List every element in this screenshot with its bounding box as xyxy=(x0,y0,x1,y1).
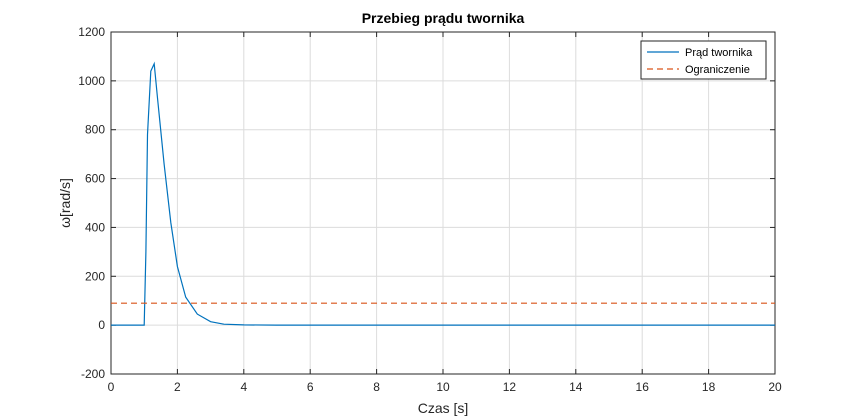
x-tick-label: 2 xyxy=(174,380,181,394)
series-line-prad-twornika xyxy=(111,61,775,326)
legend: Prąd twornika Ograniczenie xyxy=(640,40,767,80)
x-tick-label: 20 xyxy=(768,380,782,394)
y-tick-label: 800 xyxy=(85,123,105,137)
y-tick-label: -200 xyxy=(81,367,105,381)
axis-ticks: 0 2 4 6 8 10 12 14 16 18 20-2000200400600800100012… xyxy=(78,25,782,394)
y-axis-label: ω[rad/s] xyxy=(57,178,73,228)
y-tick-label: 400 xyxy=(85,220,105,234)
x-tick-label: 4 xyxy=(240,380,247,394)
y-tick-label: 1000 xyxy=(78,74,105,88)
x-tick-label: 8 xyxy=(373,380,380,394)
x-tick-label: 16 xyxy=(636,380,650,394)
x-tick-label: 18 xyxy=(702,380,716,394)
y-tick-label: 200 xyxy=(85,269,105,283)
x-tick-label: 0 xyxy=(108,380,115,394)
legend-entry: Prąd twornika xyxy=(685,47,753,59)
y-tick-label: 1200 xyxy=(78,25,105,39)
x-tick-label: 14 xyxy=(569,380,583,394)
grid xyxy=(110,31,776,375)
x-tick-label: 10 xyxy=(436,380,450,394)
x-axis-label: Czas [s] xyxy=(418,400,469,416)
y-tick-label: 600 xyxy=(85,172,105,186)
chart-title: Przebieg prądu twornika xyxy=(362,10,525,26)
series-layer xyxy=(111,61,775,326)
y-tick-label: 0 xyxy=(98,318,105,332)
x-tick-label: 6 xyxy=(307,380,314,394)
legend-box xyxy=(640,40,767,80)
x-tick-label: 12 xyxy=(503,380,517,394)
legend-entry: Ograniczenie xyxy=(685,64,750,76)
